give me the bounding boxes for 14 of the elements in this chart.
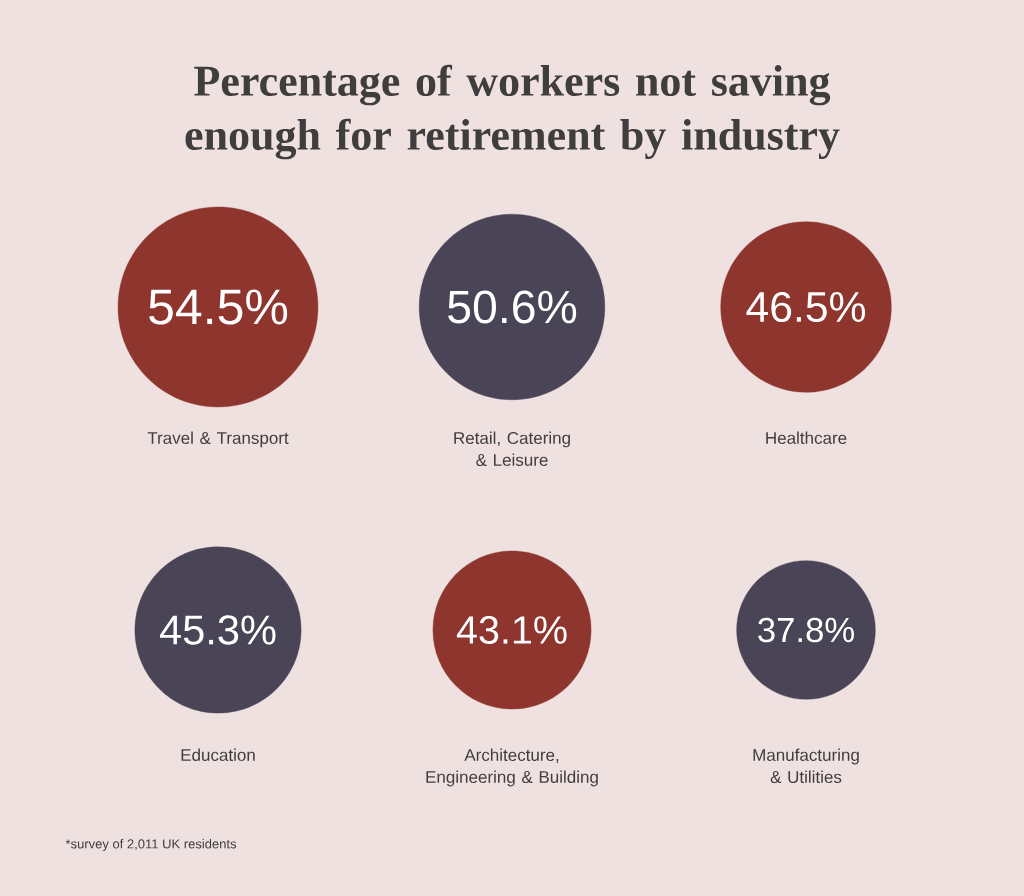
text: *survey of 2,011 UK residents: [65, 838, 237, 852]
category-label: Healthcare: [766, 431, 847, 445]
category-label: Architecture, Engineering & Building: [426, 748, 598, 787]
category-label: Education: [181, 748, 255, 762]
data-label: 43.1%: [456, 616, 567, 644]
data-label: 54.5%: [149, 289, 288, 325]
data-label: 45.3%: [159, 615, 276, 645]
data-label: 46.5%: [746, 291, 866, 323]
text: Percentage of workers not saving enough for retirement by industry: [185, 64, 840, 160]
category-label: Travel & Transport: [147, 431, 289, 448]
data-label: 37.8%: [758, 617, 854, 643]
data-label: 50.6%: [448, 290, 577, 324]
category-label: Retail, Catering & Leisure: [454, 431, 570, 467]
category-label: Manufacturing & Utilities: [753, 748, 859, 784]
